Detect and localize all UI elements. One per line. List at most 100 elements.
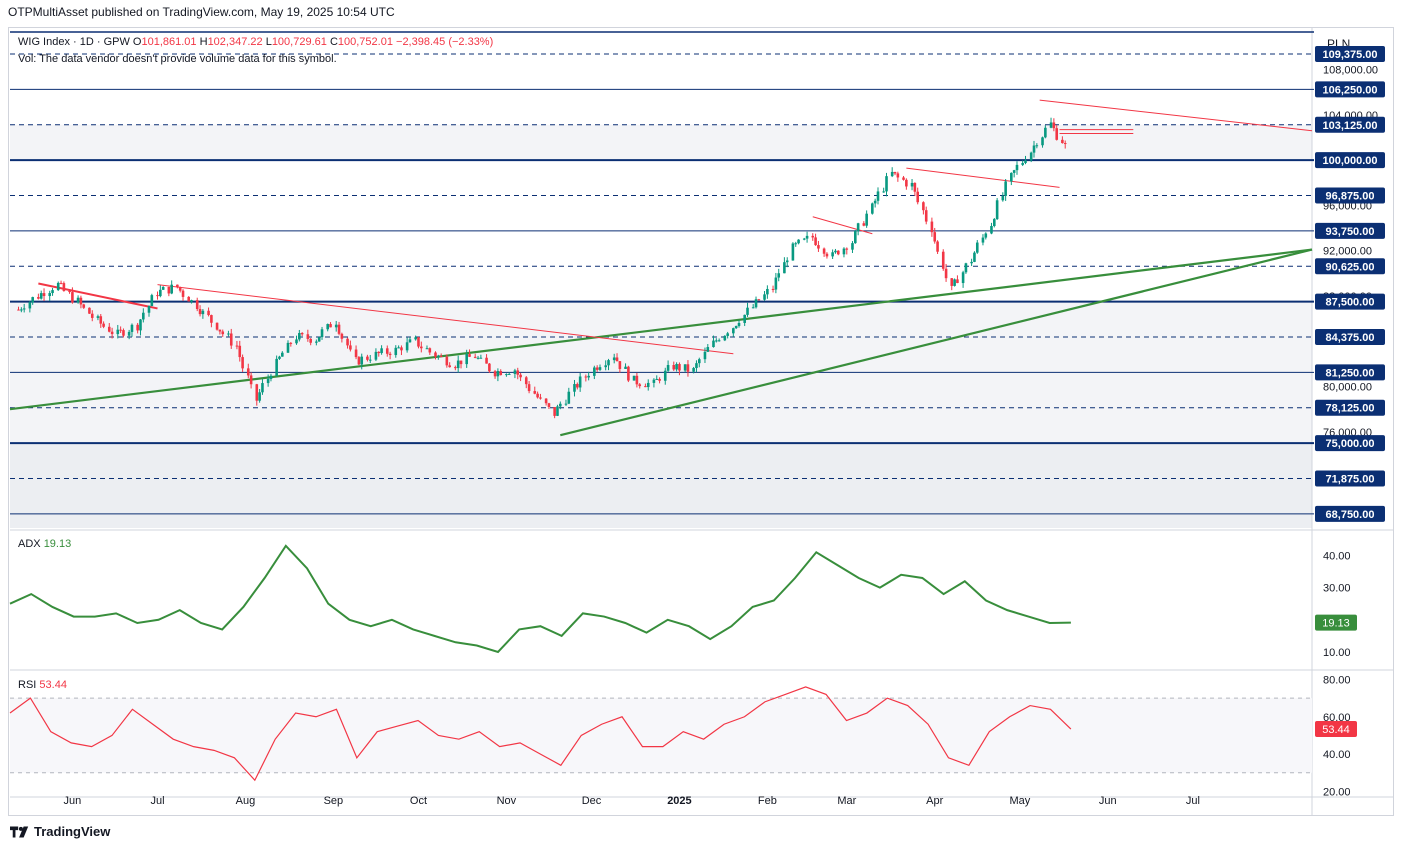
candle-body <box>122 330 125 336</box>
rsi-tick-label: 40.00 <box>1323 749 1351 761</box>
candle-body <box>71 292 74 303</box>
candle-body <box>281 352 284 357</box>
candle-body <box>941 251 945 269</box>
candle-body <box>902 177 905 180</box>
candle-body <box>516 370 520 375</box>
candle-body <box>261 383 264 393</box>
adx-label[interactable]: ADX <box>18 538 41 550</box>
candle-body <box>116 329 120 335</box>
candle-body <box>890 171 894 177</box>
candle-body <box>595 367 599 370</box>
candle-body <box>408 339 412 343</box>
time-axis-label: Jun <box>64 795 82 807</box>
time-axis-label: Oct <box>410 795 427 807</box>
candle-body <box>485 357 488 364</box>
candle-body <box>797 239 800 244</box>
range-band-bottom <box>10 443 1312 528</box>
close-value: 100,752.01 <box>337 36 393 48</box>
candle-body <box>275 358 278 376</box>
candle-body <box>215 322 219 330</box>
candle-body <box>754 299 758 308</box>
candle-body <box>1015 164 1019 171</box>
candle-body <box>678 364 681 371</box>
candle-body <box>854 231 857 244</box>
candle-body <box>51 290 54 294</box>
candle-body <box>564 403 568 405</box>
candle-body <box>79 297 83 305</box>
candle-body <box>127 331 131 336</box>
level-badge <box>1315 293 1385 310</box>
candle-body <box>437 355 440 357</box>
candle-body <box>950 278 954 286</box>
candle-body <box>454 367 457 369</box>
candle-body <box>893 171 897 174</box>
candle-body <box>178 286 182 291</box>
time-axis-label: Jul <box>150 795 164 807</box>
candle-body <box>473 356 477 358</box>
adx-badge-label: 19.13 <box>1322 618 1350 630</box>
candle-body <box>1049 122 1053 128</box>
candle-body <box>567 391 571 404</box>
level-label: 81,250.00 <box>1326 367 1375 379</box>
candle-body <box>936 241 939 252</box>
candle-body <box>1044 127 1047 138</box>
rsi-label[interactable]: RSI <box>18 679 37 691</box>
candle-body <box>519 374 522 378</box>
candle-body <box>984 233 988 238</box>
change-value: −2,398.45 (−2.33%) <box>396 36 494 48</box>
candle-body <box>644 386 647 388</box>
level-label: 71,875.00 <box>1326 473 1375 485</box>
candle-body <box>663 370 667 381</box>
candle-body <box>598 367 602 370</box>
publisher-caption: OTPMultiAsset published on TradingView.c… <box>8 5 395 19</box>
candle-body <box>326 324 329 330</box>
candle-body <box>944 268 948 279</box>
open-label: O <box>132 36 142 48</box>
level-label: 90,625.00 <box>1326 261 1375 273</box>
candle-body <box>865 213 868 226</box>
candle-body <box>975 242 979 253</box>
candle-body <box>1004 181 1007 196</box>
candle-body <box>924 210 928 222</box>
candle-body <box>334 324 338 328</box>
candle-body <box>258 392 261 401</box>
candle-body <box>794 243 798 245</box>
candle-body <box>465 354 468 365</box>
candle-body <box>28 302 32 309</box>
candle-body <box>646 382 650 388</box>
rsi-tick-label: 20.00 <box>1323 786 1351 798</box>
candle-body <box>672 365 676 370</box>
candle-body <box>170 284 173 294</box>
time-axis-label: 2025 <box>667 795 691 807</box>
time-axis-label: Jul <box>1186 795 1200 807</box>
high-value: 102,347.22 <box>207 36 263 48</box>
level-badge <box>1315 187 1385 204</box>
candle-body <box>499 371 503 376</box>
symbol-label[interactable]: WIG Index · 1D · GPW <box>18 36 130 48</box>
candle-body <box>1041 137 1044 146</box>
candle-body <box>584 376 588 378</box>
candle-body <box>428 348 432 353</box>
candle-body <box>479 357 483 359</box>
candle-body <box>930 221 934 233</box>
volume-note: Vol: The data vendor doesn't provide vol… <box>18 53 337 65</box>
candle-body <box>536 393 539 398</box>
level-label: 100,000.00 <box>1322 155 1377 167</box>
candle-body <box>269 375 273 379</box>
tradingview-footer[interactable]: TradingView <box>10 824 110 839</box>
candle-body <box>961 272 965 284</box>
candle-body <box>1001 195 1005 201</box>
adx-line <box>9 544 1071 654</box>
candle-body <box>834 250 837 253</box>
candle-body <box>468 354 471 357</box>
candle-body <box>1052 122 1056 129</box>
candle-body <box>604 365 607 368</box>
resistance-trendline <box>157 284 734 355</box>
candle-body <box>993 219 996 227</box>
time-axis-label: Dec <box>582 795 602 807</box>
candle-body <box>139 319 142 331</box>
candle-body <box>842 248 846 255</box>
candle-body <box>298 333 301 340</box>
candle-body <box>1024 160 1027 164</box>
